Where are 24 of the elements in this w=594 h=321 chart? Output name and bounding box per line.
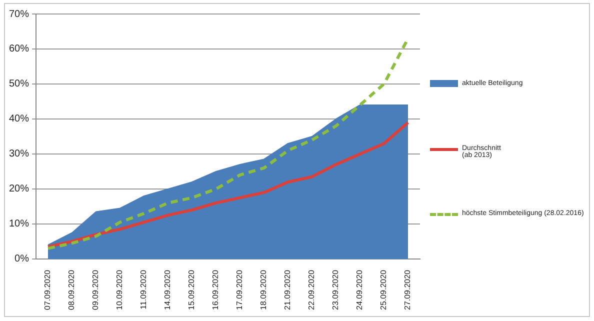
x-tick-label: 24.09.2020 bbox=[355, 269, 364, 310]
x-tick-label: 23.09.2020 bbox=[331, 269, 340, 310]
y-tick-label: 20% bbox=[9, 184, 30, 195]
x-tick-label: 08.09.2020 bbox=[67, 269, 76, 310]
x-tick-label: 22.09.2020 bbox=[307, 269, 316, 310]
y-tick-label: 70% bbox=[9, 8, 30, 20]
x-tick-label: 11.09.2020 bbox=[139, 269, 148, 310]
x-tick-label: 27.09.2020 bbox=[403, 269, 412, 310]
y-tick-label: 0% bbox=[14, 254, 30, 265]
x-tick-label: 15.09.2020 bbox=[187, 269, 196, 310]
y-tick-label: 40% bbox=[9, 114, 30, 125]
x-tick-label: 16.09.2020 bbox=[211, 269, 220, 310]
x-tick-label: 17.09.2020 bbox=[235, 269, 244, 310]
y-tick-label: 50% bbox=[9, 78, 30, 90]
x-tick-label: 14.09.2020 bbox=[163, 269, 172, 310]
x-tick-label: 25.09.2020 bbox=[379, 269, 388, 310]
x-tick-label: 07.09.2020 bbox=[43, 269, 52, 310]
x-tick-label: 10.09.2020 bbox=[115, 269, 124, 310]
y-tick-label: 30% bbox=[9, 148, 30, 160]
x-tick-label: 21.09.2020 bbox=[283, 269, 292, 310]
x-tick-label: 09.09.2020 bbox=[91, 269, 100, 310]
x-tick-label: 18.09.2020 bbox=[259, 269, 268, 310]
y-tick-label: 60% bbox=[9, 44, 30, 55]
y-tick-label: 10% bbox=[9, 218, 30, 230]
